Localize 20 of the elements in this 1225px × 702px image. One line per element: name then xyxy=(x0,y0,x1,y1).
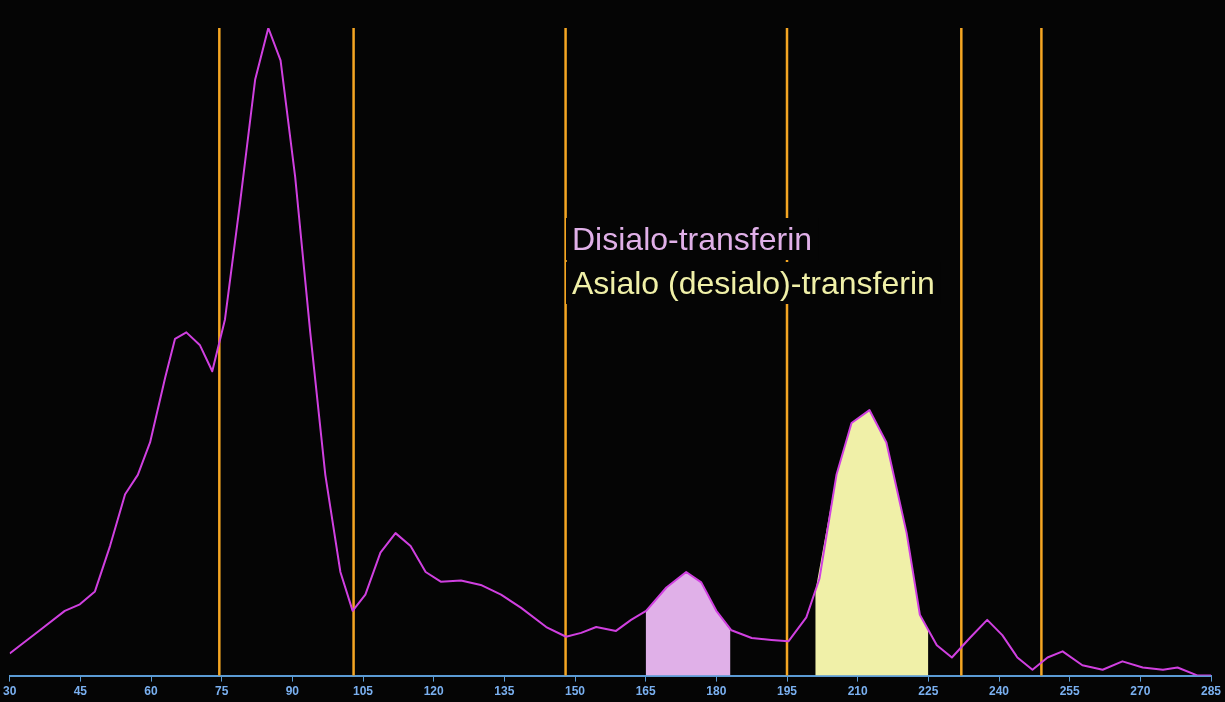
x-tick-label: 105 xyxy=(352,684,374,699)
x-tick-label: 75 xyxy=(214,684,229,699)
text: Disialo-transferin xyxy=(572,221,813,257)
x-tick-label: 210 xyxy=(847,684,868,699)
x-tick-label: 180 xyxy=(706,684,727,699)
x-tick-label: 270 xyxy=(1130,684,1151,699)
x-tick-label: 135 xyxy=(494,684,515,699)
x-tick-label: 90 xyxy=(285,684,300,699)
text: Asialo (desialo)-transferin xyxy=(572,265,935,301)
x-tick-label: 45 xyxy=(73,684,88,699)
x-tick-label: 60 xyxy=(144,684,158,699)
x-tick-label: 30 xyxy=(2,684,17,699)
x-tick-label: 285 xyxy=(1200,684,1222,699)
x-tick-label: 120 xyxy=(423,684,444,699)
x-tick-label: 150 xyxy=(564,684,586,699)
x-tick-label: 240 xyxy=(988,684,1010,699)
x-tick-label: 255 xyxy=(1059,684,1080,699)
x-tick-label: 225 xyxy=(918,684,939,699)
x-tick-label: 195 xyxy=(776,684,798,699)
x-tick-label: 165 xyxy=(635,684,656,699)
